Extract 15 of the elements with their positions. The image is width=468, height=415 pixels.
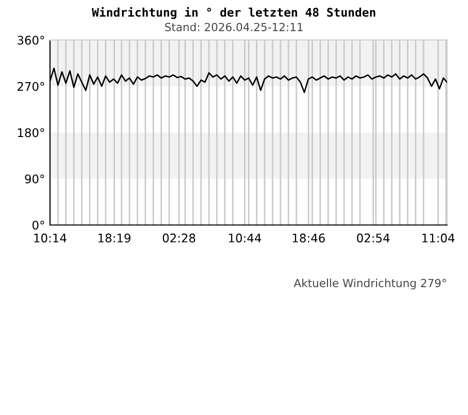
y-tick-label: 180° bbox=[18, 128, 44, 138]
x-tick-label: 18:19 bbox=[98, 234, 130, 242]
y-tick-label: 0° bbox=[32, 220, 44, 230]
chart-title: Windrichtung in ° der letzten 48 Stunden bbox=[92, 6, 376, 20]
text: Aktuelle Windrichtung 279° bbox=[294, 278, 446, 290]
x-tick-label: 02:54 bbox=[356, 234, 390, 242]
x-tick-label: 10:14 bbox=[34, 234, 66, 242]
x-tick-label: 10:44 bbox=[229, 234, 262, 242]
y-tick-label: 360° bbox=[18, 36, 44, 45]
x-tick-label: 11:04 bbox=[422, 234, 454, 242]
y-tick-label: 270° bbox=[18, 82, 44, 91]
chart-subtitle: Stand: 2026.04.25-12:11 bbox=[165, 22, 303, 32]
x-tick-label: 18:46 bbox=[292, 234, 325, 242]
x-tick-label: 02:28 bbox=[162, 234, 196, 242]
y-tick-label: 90° bbox=[24, 174, 44, 184]
